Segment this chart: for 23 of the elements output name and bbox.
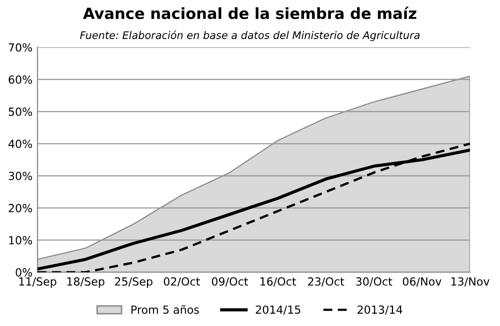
chart-title: Avance nacional de la siembra de maíz [83, 6, 416, 20]
x-tick-label: 06/Nov [402, 277, 442, 287]
y-tick-label: 70% [8, 43, 32, 52]
y-tick-label: 40% [8, 140, 32, 148]
x-tick-label: 11/Sep [19, 277, 56, 288]
x-tick-label: 30/Oct [356, 277, 392, 287]
x-tick-label: 02/Oct [164, 277, 200, 287]
x-tick-label: 09/Oct [212, 277, 248, 287]
x-tick-label: 13/Nov [451, 277, 490, 287]
x-tick-label: 16/Oct [260, 277, 296, 287]
legend-label: 2013/14 [358, 305, 402, 315]
y-tick-label: 0% [16, 268, 32, 277]
y-tick-label: 50% [8, 108, 32, 116]
y-tick-label: 30% [8, 172, 32, 180]
legend-label: 2014/15 [256, 305, 300, 315]
y-tick-label: 20% [8, 204, 32, 212]
chart-subtitle: Fuente: Elaboración en base a datos del Ministerio de Agricultura [80, 30, 420, 42]
x-tick-label: 25/Sep [115, 277, 152, 288]
y-tick-label: 60% [8, 75, 32, 84]
legend-label: Prom 5 años [132, 305, 199, 314]
x-tick-label: 23/Oct [308, 277, 344, 287]
x-tick-label: 18/Sep [67, 277, 104, 288]
y-tick-label: 10% [9, 236, 32, 244]
